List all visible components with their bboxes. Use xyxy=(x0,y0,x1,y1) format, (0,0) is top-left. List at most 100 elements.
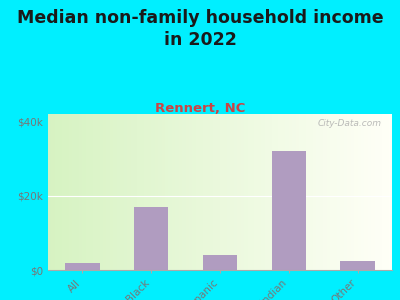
Bar xyxy=(110,114,113,270)
Bar xyxy=(65,114,69,270)
Bar xyxy=(230,114,234,270)
Bar xyxy=(220,114,224,270)
Bar xyxy=(65,262,100,270)
Bar xyxy=(89,114,93,270)
Bar xyxy=(106,114,110,270)
Bar xyxy=(275,114,278,270)
Bar xyxy=(254,114,258,270)
Bar xyxy=(96,114,100,270)
Bar xyxy=(72,114,76,270)
Bar xyxy=(69,114,72,270)
Bar xyxy=(86,114,89,270)
Bar xyxy=(251,114,254,270)
Bar xyxy=(165,114,168,270)
Bar xyxy=(117,114,120,270)
Bar xyxy=(196,114,199,270)
Bar xyxy=(127,114,130,270)
Bar xyxy=(213,114,216,270)
Bar xyxy=(206,114,210,270)
Bar xyxy=(351,114,354,270)
Bar xyxy=(316,114,320,270)
Bar xyxy=(385,114,388,270)
Bar xyxy=(227,114,230,270)
Bar xyxy=(48,114,52,270)
Bar xyxy=(292,114,296,270)
Bar xyxy=(337,114,340,270)
Bar xyxy=(388,114,392,270)
Text: Rennert, NC: Rennert, NC xyxy=(155,102,245,115)
Bar xyxy=(323,114,327,270)
Bar xyxy=(134,207,168,270)
Bar xyxy=(289,114,292,270)
Bar xyxy=(76,114,79,270)
Bar xyxy=(282,114,285,270)
Bar xyxy=(100,114,103,270)
Bar xyxy=(192,114,196,270)
Bar xyxy=(261,114,265,270)
Bar xyxy=(138,114,141,270)
Bar xyxy=(296,114,299,270)
Bar xyxy=(148,114,151,270)
Bar xyxy=(299,114,302,270)
Bar xyxy=(347,114,351,270)
Bar xyxy=(93,114,96,270)
Bar xyxy=(186,114,189,270)
Bar xyxy=(79,114,82,270)
Bar xyxy=(113,114,117,270)
Bar xyxy=(210,114,213,270)
Bar xyxy=(151,114,155,270)
Bar xyxy=(244,114,248,270)
Bar xyxy=(182,114,186,270)
Text: Median non-family household income
in 2022: Median non-family household income in 20… xyxy=(17,9,383,49)
Bar xyxy=(141,114,144,270)
Bar xyxy=(310,114,313,270)
Bar xyxy=(344,114,347,270)
Bar xyxy=(203,255,237,270)
Bar xyxy=(216,114,220,270)
Bar xyxy=(272,151,306,270)
Bar xyxy=(361,114,364,270)
Bar xyxy=(175,114,179,270)
Bar xyxy=(358,114,361,270)
Text: City-Data.com: City-Data.com xyxy=(318,119,382,128)
Bar xyxy=(272,114,275,270)
Bar xyxy=(237,114,241,270)
Bar xyxy=(378,114,382,270)
Bar xyxy=(340,261,375,270)
Bar xyxy=(162,114,165,270)
Bar xyxy=(203,114,206,270)
Bar xyxy=(265,114,268,270)
Bar xyxy=(134,114,138,270)
Bar xyxy=(248,114,251,270)
Bar xyxy=(340,114,344,270)
Bar xyxy=(130,114,134,270)
Bar xyxy=(52,114,55,270)
Bar xyxy=(241,114,244,270)
Bar xyxy=(354,114,358,270)
Bar xyxy=(234,114,237,270)
Bar xyxy=(268,114,272,270)
Bar xyxy=(158,114,162,270)
Bar xyxy=(58,114,62,270)
Bar xyxy=(313,114,316,270)
Bar xyxy=(155,114,158,270)
Bar xyxy=(124,114,127,270)
Bar xyxy=(120,114,124,270)
Bar xyxy=(179,114,182,270)
Bar xyxy=(82,114,86,270)
Bar xyxy=(306,114,310,270)
Bar xyxy=(258,114,261,270)
Bar xyxy=(103,114,106,270)
Bar xyxy=(168,114,172,270)
Bar xyxy=(302,114,306,270)
Bar xyxy=(327,114,330,270)
Bar xyxy=(62,114,65,270)
Bar xyxy=(189,114,192,270)
Bar xyxy=(364,114,368,270)
Bar xyxy=(172,114,175,270)
Bar xyxy=(278,114,282,270)
Bar xyxy=(375,114,378,270)
Bar xyxy=(285,114,289,270)
Bar xyxy=(330,114,334,270)
Bar xyxy=(368,114,371,270)
